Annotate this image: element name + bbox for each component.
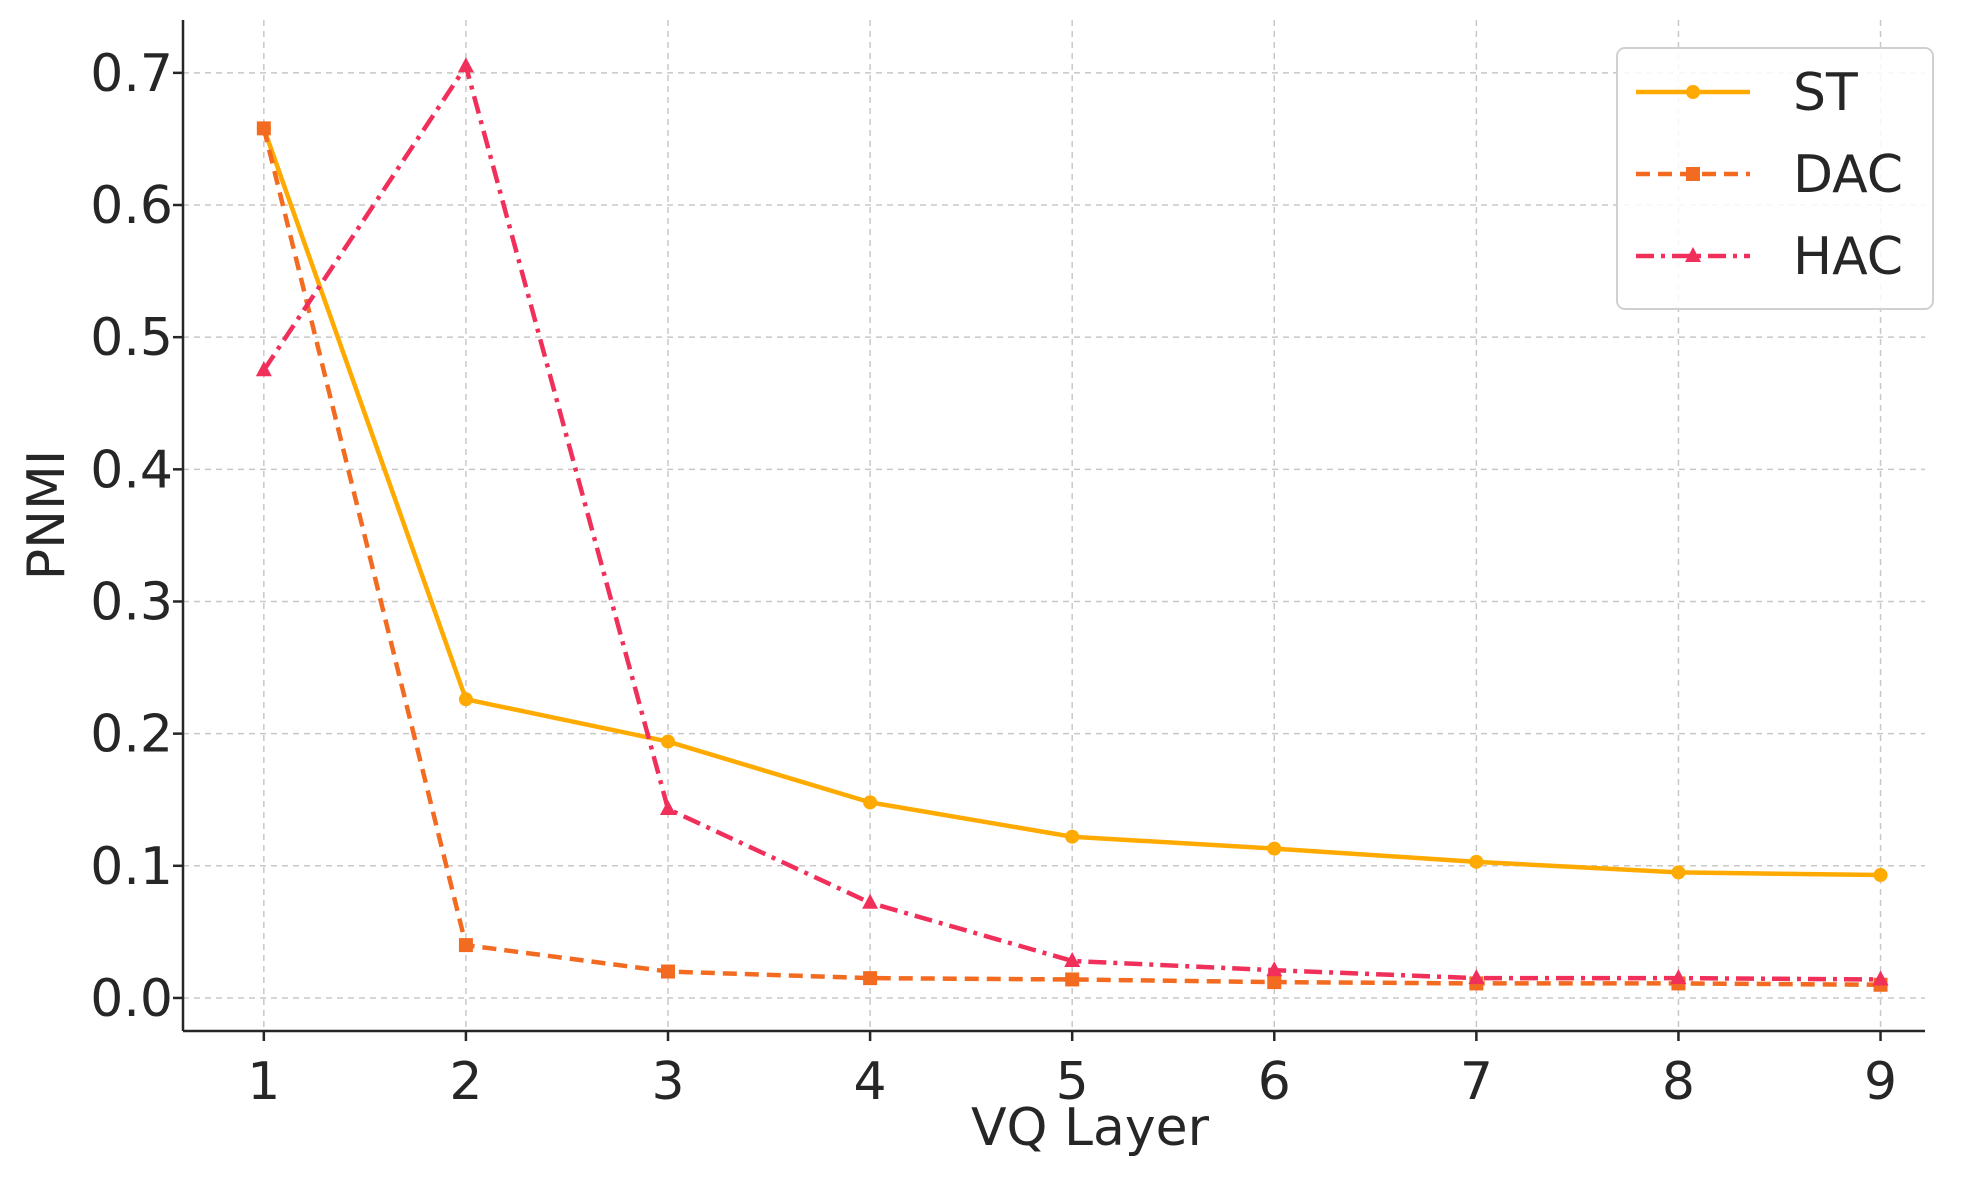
legend-marker-hac <box>1685 247 1701 262</box>
y-tick-label: 0.2 <box>90 705 173 765</box>
data-point-st <box>863 795 878 810</box>
x-tick-label: 2 <box>449 1052 482 1112</box>
data-point-dac <box>458 938 473 953</box>
x-tick-label: 8 <box>1662 1052 1695 1112</box>
data-point-dac <box>661 964 676 979</box>
data-point-dac <box>1065 972 1080 987</box>
data-point-hac <box>255 361 272 377</box>
x-tick-label: 4 <box>854 1052 887 1112</box>
legend-item-dac: DAC <box>1636 145 1903 205</box>
x-tick-label: 5 <box>1056 1052 1089 1112</box>
data-point-hac <box>1872 970 1889 986</box>
x-tick-label: 1 <box>247 1052 280 1112</box>
data-point-dac <box>863 971 878 986</box>
data-point-st <box>661 734 676 749</box>
y-axis-title: PNMI <box>17 450 77 580</box>
y-tick-label: 0.6 <box>90 176 173 236</box>
y-tick-label: 0.0 <box>90 969 173 1029</box>
x-tick-label: 7 <box>1460 1052 1493 1112</box>
legend-item-st: ST <box>1636 63 1858 123</box>
x-tick-label: 9 <box>1864 1052 1897 1112</box>
legend-marker-st <box>1686 85 1700 99</box>
data-point-st <box>1065 829 1080 844</box>
legend-item-hac: HAC <box>1636 227 1903 287</box>
axes <box>181 20 1925 1033</box>
y-tick-label: 0.3 <box>90 572 173 632</box>
legend-box <box>1616 47 1934 310</box>
y-tick-label: 0.4 <box>90 440 173 500</box>
data-point-hac <box>660 799 677 815</box>
data-point-hac <box>1468 969 1485 985</box>
series-layer <box>255 57 1889 992</box>
data-point-hac <box>862 893 879 909</box>
data-point-st <box>1671 865 1686 880</box>
y-tick-label: 0.5 <box>90 308 173 368</box>
legend: ST DAC HAC <box>1616 47 1934 310</box>
legend-label-dac: DAC <box>1793 145 1903 205</box>
legend-label-hac: HAC <box>1793 227 1903 287</box>
x-axis-ticks: 1 2 3 4 5 6 7 8 9 <box>247 1031 1897 1112</box>
data-point-st <box>1873 868 1888 883</box>
data-point-hac <box>1670 969 1687 985</box>
y-tick-label: 0.1 <box>90 837 173 897</box>
x-tick-label: 6 <box>1258 1052 1291 1112</box>
series-hac <box>255 57 1889 986</box>
data-point-dac <box>256 121 271 136</box>
data-point-st <box>458 692 473 707</box>
y-axis-ticks: 0.0 0.1 0.2 0.3 0.4 0.5 0.6 0.7 <box>90 44 183 1029</box>
data-point-hac <box>457 57 474 73</box>
data-point-st <box>1267 841 1282 856</box>
legend-marker-dac <box>1686 167 1700 181</box>
data-point-dac <box>1267 975 1282 990</box>
x-axis-title: VQ Layer <box>971 1098 1210 1158</box>
data-point-hac <box>1064 951 1081 967</box>
series-line-hac <box>261 64 1881 982</box>
series-st <box>256 121 1888 883</box>
data-point-hac <box>1266 961 1283 977</box>
legend-label-st: ST <box>1793 63 1858 123</box>
y-tick-label: 0.7 <box>90 44 173 104</box>
x-tick-label: 3 <box>651 1052 684 1112</box>
series-line-dac <box>261 127 1881 987</box>
data-point-st <box>1469 854 1484 869</box>
